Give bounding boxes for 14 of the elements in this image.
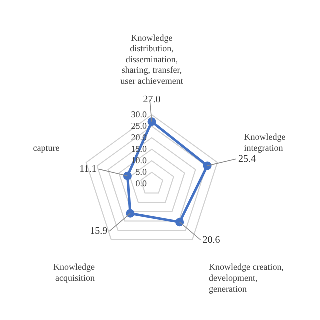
data-label: 15.9 — [90, 226, 108, 238]
data-label: 20.6 — [202, 234, 220, 246]
spoke-label: Knowledge acquisition — [53, 262, 96, 284]
data-label: 27.0 — [143, 94, 161, 106]
spoke-label: Knowledge distribution, dissemination, sharing, transfer, user achievement — [120, 32, 184, 86]
spoke-label: capture — [33, 142, 60, 153]
data-label: 11.1 — [80, 164, 97, 175]
y-tick-label: 0.0 — [136, 178, 148, 188]
data-label: 25.4 — [238, 154, 256, 165]
spoke-label: Knowledge creation, development, generation — [209, 262, 284, 294]
y-tick-label: 30.0 — [131, 109, 148, 120]
spoke-label: Knowledge integration — [244, 132, 286, 153]
y-tick-label: 5.0 — [136, 166, 148, 177]
y-tick-label: 25.0 — [131, 120, 148, 131]
